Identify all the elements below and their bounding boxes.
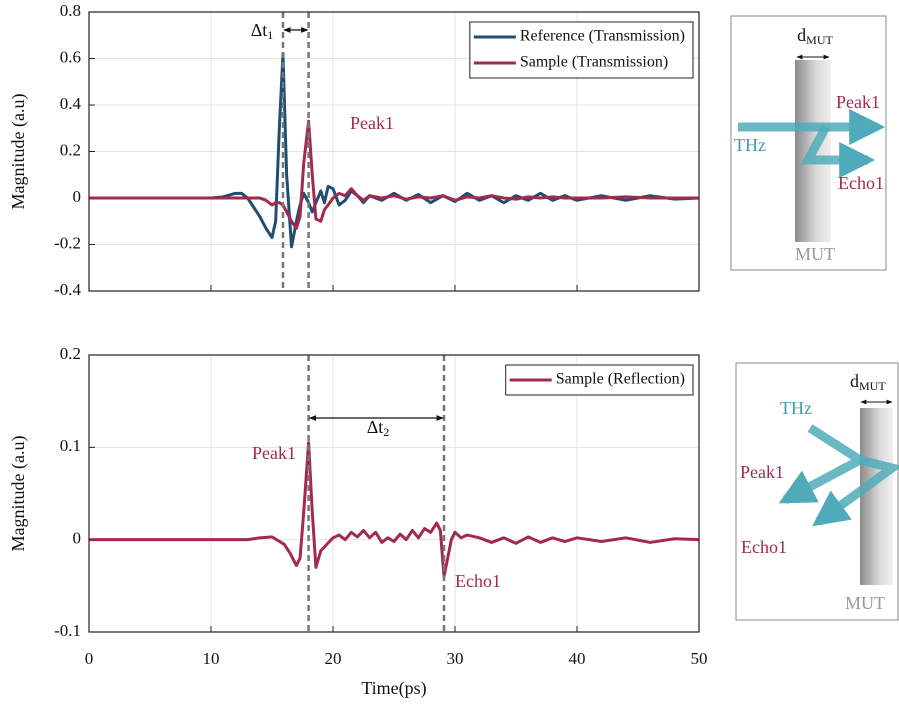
y-axis-label: Magnitude (a.u): [8, 436, 29, 552]
axes-frame: [88, 354, 700, 633]
subplot: -0.4 -0.2 0 0.2 0.4 0.6 0.8 Magnitude (a.u) Δt1 P…: [8, 1, 700, 299]
diagram-transmission: dMUT Peak1 THz Echo1 MUT: [730, 15, 887, 271]
y-tick-label: 0.4: [60, 94, 82, 113]
source-label: THz: [734, 135, 766, 155]
annotation-text: Echo1: [455, 571, 501, 591]
annotation-text: Δt: [251, 20, 268, 40]
legend-label: Reference (Transmission): [520, 28, 685, 45]
series-line: [89, 441, 700, 579]
y-tick-label: -0.2: [54, 233, 81, 252]
legend-label: Sample (Transmission): [520, 54, 668, 71]
label-sub: MUT: [806, 33, 833, 47]
y-tick-label: 0.2: [60, 344, 81, 363]
annotation: Δt2: [367, 417, 390, 439]
y-tick-label: 0.1: [60, 436, 81, 455]
thickness-label: dMUT: [797, 25, 833, 47]
annotation-text: Δt: [367, 417, 384, 437]
y-tick-label: -0.4: [54, 280, 81, 299]
x-tick-label: 30: [447, 649, 464, 668]
legend: Reference (Transmission) Sample (Transmis…: [469, 21, 694, 79]
echo-beam: [812, 455, 899, 527]
plot-area: [89, 355, 699, 632]
x-axis-label: Time(ps): [361, 678, 426, 699]
mut-slab: [860, 408, 893, 585]
material-label: MUT: [845, 593, 885, 613]
x-tick-label: 0: [85, 649, 94, 668]
x-tick-label: 50: [691, 649, 708, 668]
material-label: MUT: [795, 244, 835, 264]
x-tick-label: 10: [203, 649, 220, 668]
label-text: d: [797, 25, 806, 45]
label-sub: MUT: [859, 379, 886, 393]
y-tick-label: 0: [73, 187, 82, 206]
annotation-text: Peak1: [350, 113, 394, 133]
echo-label: Echo1: [838, 173, 884, 193]
label-text: d: [850, 371, 859, 391]
annotation-sub: 1: [267, 28, 273, 42]
peak-label: Peak1: [740, 462, 784, 482]
legend: Sample (Reflection): [505, 364, 694, 396]
legend-label: Sample (Reflection): [556, 371, 685, 388]
y-tick-label: -0.1: [54, 621, 81, 640]
echo-beam: [800, 124, 876, 178]
annotation: Peak1: [252, 443, 296, 463]
y-tick-label: 0.2: [60, 140, 81, 159]
annotation: Peak1: [350, 113, 394, 133]
diagram-reflection: dMUT THz Peak1 Echo1 MUT: [735, 362, 899, 621]
y-tick-label: 0.6: [60, 47, 81, 66]
annotation-text: Peak1: [252, 443, 296, 463]
x-tick-label: 40: [569, 649, 586, 668]
annotation: Echo1: [455, 571, 501, 591]
x-tick-label: 20: [325, 649, 342, 668]
y-tick-label: 0.8: [60, 1, 81, 20]
legend-box: [469, 21, 694, 79]
source-label: THz: [780, 398, 812, 418]
axes-frame: [88, 11, 700, 292]
echo-label: Echo1: [741, 537, 787, 557]
annotation: Δt1: [251, 20, 274, 42]
annotation-sub: 2: [383, 425, 389, 439]
peak-label: Peak1: [836, 92, 880, 112]
series-line: [89, 119, 699, 230]
thickness-label: dMUT: [850, 371, 886, 393]
y-axis-label: Magnitude (a.u): [8, 94, 29, 210]
y-tick-label: 0: [73, 529, 82, 548]
